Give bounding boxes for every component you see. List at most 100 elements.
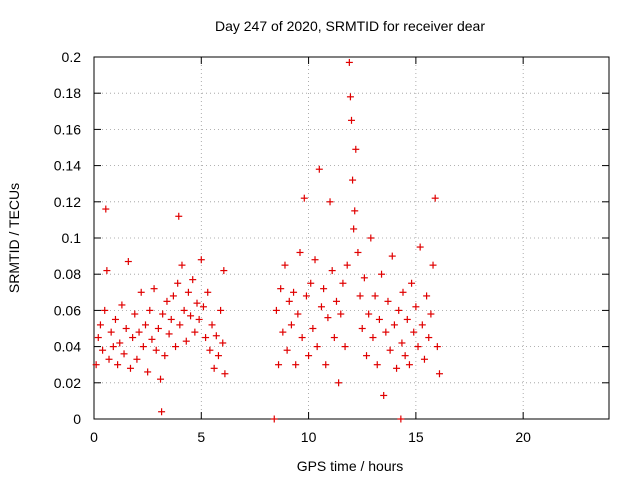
data-point bbox=[324, 314, 332, 322]
data-point bbox=[403, 315, 411, 323]
data-point bbox=[219, 339, 227, 347]
data-point bbox=[220, 267, 228, 275]
data-point bbox=[146, 306, 154, 314]
axis-ticks: 0 0.02 0.04 0.06 0.08 0.1 0.12 0.14 0.16 0.18 0.2 0… bbox=[54, 49, 609, 445]
data-point bbox=[184, 288, 192, 296]
data-point bbox=[322, 361, 330, 369]
data-points bbox=[92, 58, 443, 423]
data-point bbox=[142, 321, 149, 329]
data-point bbox=[129, 334, 137, 342]
data-point bbox=[105, 355, 113, 363]
data-point bbox=[352, 145, 360, 153]
data-point bbox=[152, 346, 160, 354]
data-point bbox=[317, 303, 325, 311]
data-point bbox=[365, 310, 373, 318]
data-point bbox=[382, 328, 390, 336]
data-point bbox=[358, 325, 366, 332]
data-point bbox=[296, 248, 304, 256]
data-point bbox=[423, 292, 431, 300]
data-point bbox=[197, 256, 205, 264]
data-point bbox=[397, 415, 405, 423]
data-point bbox=[107, 328, 115, 336]
data-point bbox=[349, 176, 357, 184]
data-point bbox=[206, 346, 214, 354]
data-point bbox=[414, 343, 422, 351]
data-point bbox=[427, 310, 435, 318]
data-point bbox=[384, 297, 392, 305]
data-point bbox=[109, 343, 117, 351]
data-point bbox=[217, 306, 225, 314]
data-point bbox=[189, 276, 197, 284]
data-point bbox=[99, 346, 107, 354]
data-point bbox=[367, 234, 375, 242]
x-tick-label: 0 bbox=[90, 429, 98, 445]
data-point bbox=[195, 315, 203, 323]
y-axis-label: SRMTID / TECUs bbox=[6, 183, 22, 293]
data-point bbox=[111, 315, 119, 323]
data-point bbox=[163, 297, 171, 305]
data-point bbox=[380, 391, 388, 399]
data-point bbox=[348, 116, 355, 124]
data-point bbox=[395, 306, 403, 314]
data-point bbox=[96, 321, 104, 329]
data-point bbox=[122, 325, 130, 332]
data-point bbox=[373, 361, 381, 369]
x-tick-label: 5 bbox=[197, 429, 205, 445]
data-point bbox=[169, 292, 177, 300]
data-point bbox=[328, 267, 336, 275]
y-tick-label: 0.06 bbox=[54, 302, 81, 318]
data-point bbox=[292, 361, 300, 369]
data-point bbox=[120, 350, 128, 358]
data-point bbox=[202, 334, 210, 342]
data-point bbox=[431, 194, 439, 202]
data-point bbox=[150, 285, 158, 293]
data-point bbox=[191, 328, 199, 336]
x-tick-label: 20 bbox=[515, 429, 531, 445]
data-point bbox=[386, 346, 394, 354]
data-point bbox=[388, 252, 396, 260]
data-point bbox=[135, 328, 143, 336]
x-tick-label: 10 bbox=[301, 429, 317, 445]
data-point bbox=[335, 379, 343, 387]
data-point bbox=[435, 370, 443, 378]
data-point bbox=[176, 321, 184, 329]
data-point bbox=[371, 292, 379, 300]
data-point bbox=[137, 288, 145, 296]
data-point bbox=[341, 343, 349, 351]
y-tick-label: 0.02 bbox=[54, 375, 81, 391]
y-tick-label: 0 bbox=[73, 411, 81, 427]
data-point bbox=[425, 334, 433, 342]
data-point bbox=[193, 299, 201, 307]
data-point bbox=[356, 292, 364, 300]
data-point bbox=[287, 321, 295, 329]
data-point bbox=[175, 212, 183, 220]
data-point bbox=[283, 346, 291, 354]
data-point bbox=[307, 279, 315, 287]
data-point bbox=[410, 328, 418, 336]
y-tick-label: 0.08 bbox=[54, 266, 81, 282]
data-point bbox=[212, 332, 220, 340]
grid-lines bbox=[94, 57, 609, 419]
data-point bbox=[313, 343, 321, 351]
data-point bbox=[275, 361, 283, 369]
data-point bbox=[339, 279, 347, 287]
data-point bbox=[279, 328, 287, 336]
data-point bbox=[131, 310, 139, 318]
data-point bbox=[405, 361, 413, 369]
data-point bbox=[354, 248, 362, 256]
data-point bbox=[161, 352, 169, 360]
y-tick-label: 0.16 bbox=[54, 121, 81, 137]
data-point bbox=[139, 343, 147, 351]
x-tick-label: 15 bbox=[408, 429, 424, 445]
data-point bbox=[167, 315, 175, 323]
data-point bbox=[420, 355, 428, 363]
data-point bbox=[133, 355, 141, 363]
data-point bbox=[210, 364, 218, 372]
data-point bbox=[300, 194, 308, 202]
data-point bbox=[298, 334, 306, 342]
data-point bbox=[363, 352, 371, 360]
data-point bbox=[375, 315, 383, 323]
data-point bbox=[360, 274, 368, 282]
data-point bbox=[103, 267, 111, 275]
